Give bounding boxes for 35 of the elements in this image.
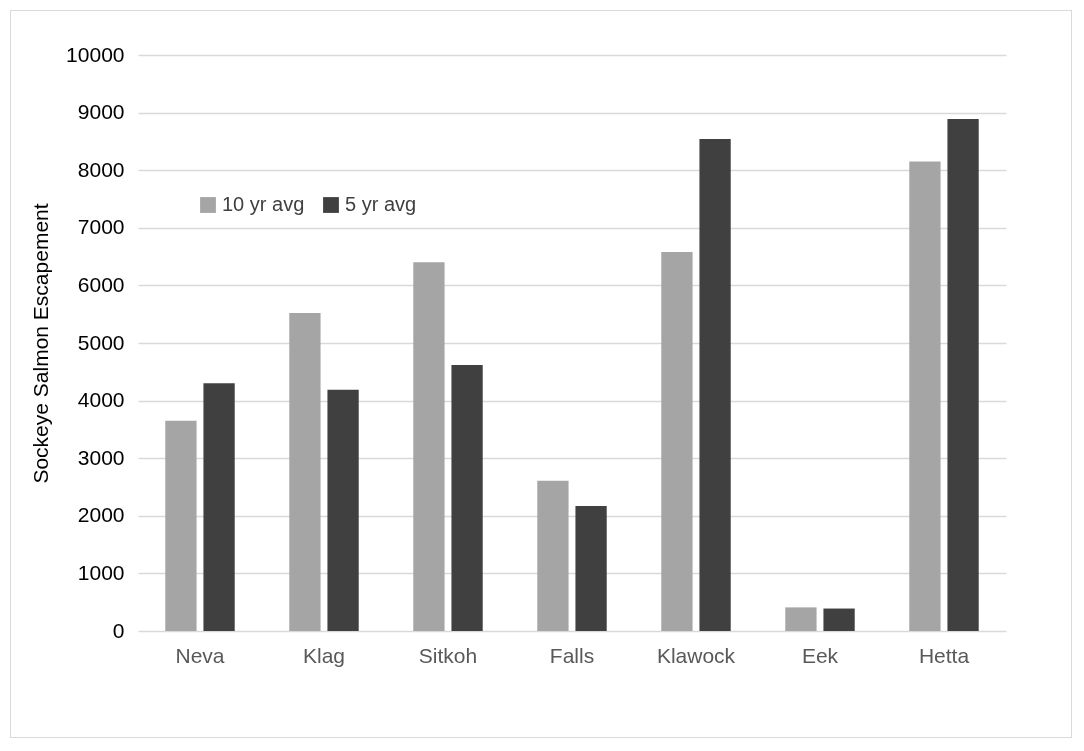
bar: [823, 608, 855, 631]
x-tick-label: Klag: [302, 643, 346, 667]
y-tick-label: 6000: [77, 272, 125, 296]
y-tick-label: 1000: [77, 560, 125, 584]
bar: [537, 480, 569, 631]
y-tick-label: 5000: [77, 330, 125, 354]
legend-label: 5 yr avg: [345, 193, 417, 215]
bar: [451, 364, 483, 631]
bar: [289, 313, 321, 631]
y-tick-label: 2000: [77, 503, 125, 527]
bar: [203, 383, 235, 631]
x-tick-label: Neva: [175, 643, 225, 667]
bar: [327, 389, 359, 631]
bar: [661, 251, 693, 631]
legend-label: 10 yr avg: [222, 193, 305, 215]
bar: [699, 139, 731, 631]
x-tick-label: Hetta: [918, 643, 970, 667]
y-tick-label: 7000: [77, 215, 125, 239]
y-tick-label: 0: [112, 618, 125, 642]
y-tick-label: 8000: [77, 157, 125, 181]
y-tick-label: 10000: [66, 42, 125, 66]
bar: [165, 420, 197, 631]
bar: [575, 506, 607, 631]
x-tick-label: Falls: [549, 643, 595, 667]
x-tick-label: Klawock: [656, 643, 736, 667]
bar: [785, 607, 817, 631]
y-axis-title: Sockeye Salmon Escapement: [29, 203, 53, 484]
x-tick-label: Eek: [801, 643, 839, 667]
y-tick-label: 3000: [77, 445, 125, 469]
x-tick-label: Sitkoh: [418, 643, 478, 667]
y-tick-label: 4000: [77, 388, 125, 412]
y-tick-label: 9000: [77, 100, 125, 124]
bar: [909, 161, 941, 631]
bar: [947, 118, 979, 631]
bar: [413, 262, 445, 631]
